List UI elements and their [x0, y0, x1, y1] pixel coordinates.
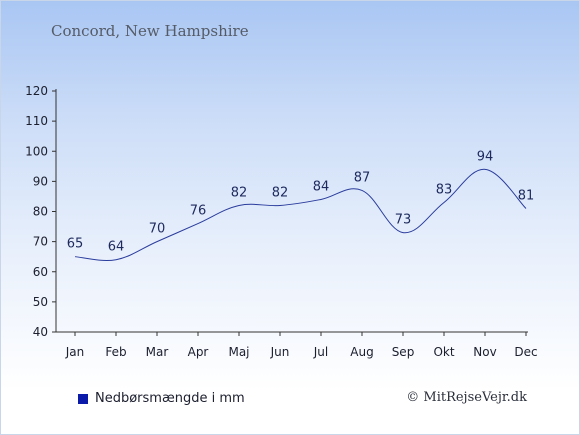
y-tick-label: 60: [33, 265, 48, 279]
y-tick-label: 80: [33, 205, 48, 219]
x-tick-label: Mar: [146, 345, 169, 359]
data-labels: 65 64 70 76 82 82 84 87 73 83 94 81: [67, 149, 535, 254]
series-line: [74, 168, 527, 261]
legend: Nedbørsmængde i mm: [78, 391, 245, 406]
credit: © MitRejseVejr.dk: [406, 390, 527, 405]
axes: [55, 89, 528, 333]
data-label: 82: [272, 185, 289, 200]
y-tick-label: 40: [33, 325, 48, 339]
data-label: 94: [477, 149, 494, 164]
y-tick-label: 70: [33, 235, 48, 249]
chart-title: Concord, New Hampshire: [51, 22, 249, 40]
x-tick-label: Apr: [188, 345, 209, 359]
data-label: 73: [395, 213, 412, 228]
data-label: 70: [149, 222, 166, 237]
data-label: 82: [231, 185, 248, 200]
x-tick-label: Sep: [392, 345, 415, 359]
x-tick-label: Nov: [473, 345, 496, 359]
legend-swatch: [78, 393, 88, 404]
data-label: 84: [313, 179, 330, 194]
x-tick-label: Jun: [270, 345, 290, 359]
y-axis-ticks: 40 50 60 70 80 90 100 110 120: [25, 84, 56, 339]
data-label: 81: [518, 188, 535, 203]
x-tick-label: Dec: [514, 345, 537, 359]
y-tick-label: 90: [33, 174, 48, 188]
data-label: 76: [190, 204, 207, 219]
legend-label: Nedbørsmængde i mm: [95, 391, 245, 406]
x-tick-label: Jul: [313, 345, 328, 359]
data-label: 87: [354, 170, 371, 185]
x-tick-label: Maj: [228, 345, 249, 359]
y-tick-label: 110: [25, 114, 48, 128]
y-tick-label: 50: [33, 295, 48, 309]
x-tick-label: Okt: [433, 345, 454, 359]
x-tick-label: Feb: [105, 345, 126, 359]
y-tick-label: 100: [25, 144, 48, 158]
x-tick-label: Jan: [65, 345, 85, 359]
data-label: 83: [436, 182, 453, 197]
data-label: 64: [108, 240, 125, 255]
x-axis-ticks: Jan Feb Mar Apr Maj Jun Jul Aug Sep Okt Nov Dec: [65, 332, 538, 359]
y-tick-label: 120: [25, 84, 48, 98]
x-tick-label: Aug: [350, 345, 373, 359]
data-label: 65: [67, 237, 84, 252]
